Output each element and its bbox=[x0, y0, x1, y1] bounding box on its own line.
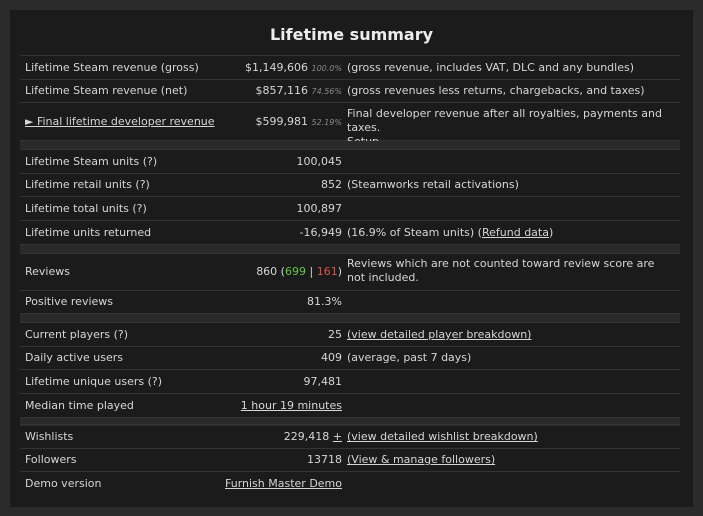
row-demo-version: Demo version Furnish Master Demo bbox=[20, 472, 680, 495]
row-reviews: Reviews 860 (699 | 161) Reviews which ar… bbox=[20, 253, 680, 291]
steam-units-value: 100,045 bbox=[296, 155, 343, 168]
row-total-units: Lifetime total units (?) 100,897 bbox=[20, 197, 680, 221]
unique-users-label[interactable]: Lifetime unique users (?) bbox=[25, 375, 163, 388]
row-current-players: Current players (?) 25 (view detailed pl… bbox=[20, 322, 680, 347]
row-developer-revenue: ► Final lifetime developer revenue $599,… bbox=[20, 103, 680, 148]
row-wishlists: Wishlists 229,418 + (view detailed wishl… bbox=[20, 424, 680, 449]
row-median-time-played: Median time played 1 hour 19 minutes bbox=[20, 394, 680, 418]
wishlist-breakdown-link[interactable]: (view detailed wishlist breakdown) bbox=[347, 430, 538, 443]
refund-data-link[interactable]: Refund data bbox=[481, 226, 549, 239]
net-revenue-note: (gross revenues less returns, chargeback… bbox=[347, 84, 645, 97]
developer-revenue-amount: $599,981 bbox=[255, 115, 308, 128]
wishlists-count: 229,418 bbox=[283, 430, 330, 443]
reviews-label: Reviews bbox=[25, 265, 70, 278]
reviews-total: 860 bbox=[256, 265, 278, 278]
row-followers: Followers 13718 (View & manage followers… bbox=[20, 448, 680, 472]
reviews-value: 860 (699 | 161) bbox=[256, 265, 342, 278]
retail-units-label[interactable]: Lifetime retail units (?) bbox=[25, 178, 150, 191]
row-unique-users: Lifetime unique users (?) 97,481 bbox=[20, 370, 680, 394]
units-returned-note: (16.9% of Steam units) (Refund data) bbox=[347, 226, 672, 240]
units-returned-label: Lifetime units returned bbox=[25, 226, 152, 239]
section-divider bbox=[20, 314, 680, 322]
daily-active-users-value: 409 bbox=[321, 351, 342, 364]
row-gross-revenue: Lifetime Steam revenue (gross) $1,149,60… bbox=[20, 55, 680, 80]
gross-revenue-value: $1,149,606 100.0% bbox=[245, 61, 342, 76]
row-units-returned: Lifetime units returned -16,949 (16.9% o… bbox=[20, 221, 680, 245]
steam-units-label[interactable]: Lifetime Steam units (?) bbox=[25, 155, 158, 168]
demo-version-label: Demo version bbox=[25, 477, 102, 490]
total-units-value: 100,897 bbox=[296, 202, 343, 215]
section-divider bbox=[20, 418, 680, 426]
gross-revenue-pct: 100.0% bbox=[311, 64, 342, 73]
developer-revenue-toggle-link[interactable]: ► Final lifetime developer revenue bbox=[25, 115, 215, 128]
row-retail-units: Lifetime retail units (?) 852 (Steamwork… bbox=[20, 173, 680, 197]
current-players-label[interactable]: Current players (?) bbox=[25, 328, 129, 341]
net-revenue-label: Lifetime Steam revenue (net) bbox=[25, 84, 188, 97]
section-divider bbox=[20, 245, 680, 253]
net-revenue-pct: 74.56% bbox=[311, 87, 342, 96]
net-revenue-value: $857,116 74.56% bbox=[255, 84, 342, 99]
gross-revenue-label: Lifetime Steam revenue (gross) bbox=[25, 61, 199, 74]
current-players-value: 25 bbox=[328, 328, 342, 341]
wishlists-label: Wishlists bbox=[25, 430, 74, 443]
gross-revenue-note: (gross revenue, includes VAT, DLC and an… bbox=[347, 61, 634, 74]
developer-revenue-note-text: Final developer revenue after all royalt… bbox=[347, 107, 662, 134]
total-units-label[interactable]: Lifetime total units (?) bbox=[25, 202, 147, 215]
row-daily-active-users: Daily active users 409 (average, past 7 … bbox=[20, 346, 680, 370]
reviews-separator: | bbox=[309, 265, 314, 278]
median-time-played-link[interactable]: 1 hour 19 minutes bbox=[240, 399, 342, 412]
units-returned-note-close: ) bbox=[548, 226, 554, 239]
player-breakdown-link[interactable]: (view detailed player breakdown) bbox=[347, 328, 532, 341]
units-returned-value: -16,949 bbox=[299, 226, 342, 239]
wishlists-value: 229,418 + bbox=[284, 430, 342, 444]
daily-active-users-label: Daily active users bbox=[25, 351, 123, 364]
daily-active-users-note: (average, past 7 days) bbox=[347, 351, 472, 364]
retail-units-note: (Steamworks retail activations) bbox=[347, 178, 519, 191]
median-time-played-label: Median time played bbox=[25, 399, 134, 412]
retail-units-value: 852 bbox=[321, 178, 342, 191]
reviews-negative-count: 161 bbox=[316, 265, 338, 278]
positive-reviews-label: Positive reviews bbox=[25, 295, 114, 308]
reviews-positive-count: 699 bbox=[284, 265, 306, 278]
positive-reviews-value: 81.3% bbox=[307, 295, 342, 308]
net-revenue-amount: $857,116 bbox=[255, 84, 308, 97]
developer-revenue-value: $599,981 52.19% bbox=[255, 115, 342, 130]
row-steam-units: Lifetime Steam units (?) 100,045 bbox=[20, 149, 680, 174]
lifetime-summary-panel: Lifetime summary Lifetime Steam revenue … bbox=[10, 10, 693, 507]
units-returned-note-text: (16.9% of Steam units) ( bbox=[347, 226, 482, 239]
section-divider bbox=[20, 141, 680, 149]
wishlists-expand-link[interactable]: + bbox=[332, 430, 342, 443]
developer-revenue-pct: 52.19% bbox=[311, 118, 342, 127]
followers-label: Followers bbox=[25, 453, 77, 466]
gross-revenue-amount: $1,149,606 bbox=[245, 61, 308, 74]
reviews-note: Reviews which are not counted toward rev… bbox=[347, 257, 655, 284]
followers-value: 13718 bbox=[307, 453, 342, 466]
row-positive-reviews: Positive reviews 81.3% bbox=[20, 290, 680, 314]
panel-title: Lifetime summary bbox=[269, 25, 434, 44]
row-net-revenue: Lifetime Steam revenue (net) $857,116 74… bbox=[20, 79, 680, 103]
manage-followers-link[interactable]: (View & manage followers) bbox=[347, 453, 496, 466]
demo-version-link[interactable]: Furnish Master Demo bbox=[225, 477, 342, 490]
unique-users-value: 97,481 bbox=[303, 375, 343, 388]
